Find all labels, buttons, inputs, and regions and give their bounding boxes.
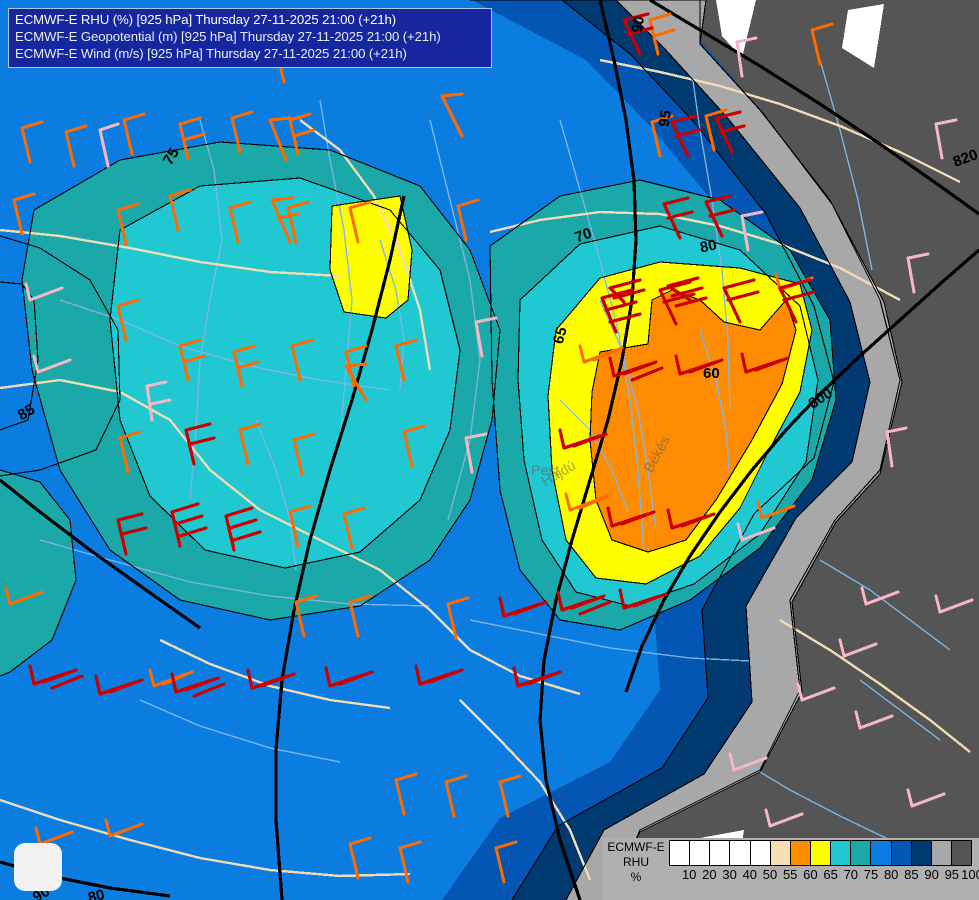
legend-tick-60: 60: [803, 867, 818, 882]
legend-color-bar: [669, 840, 972, 866]
legend-tick-30: 30: [722, 867, 737, 882]
legend-swatch-75: [851, 841, 872, 865]
legend-swatch-50: [750, 841, 771, 865]
legend-swatch-65: [810, 841, 832, 865]
legend-swatch-55: [770, 841, 791, 865]
rhu-color-legend: ECMWF-E RHU % 10 20 30 40 50 55 60 65 70 75 80 85 90…: [603, 838, 979, 900]
legend-tick-40: 40: [742, 867, 758, 882]
legend-swatch-40: [730, 841, 751, 865]
legend-swatch-30: [710, 841, 731, 865]
legend-body: 10 20 30 40 50 55 60 65 70 75 80 85 90 95100: [669, 838, 979, 887]
spiral-logo[interactable]: [14, 843, 62, 891]
legend-tick-20: 20: [702, 867, 717, 882]
legend-tick-70: 70: [843, 867, 859, 882]
legend-tick-55: 55: [782, 867, 798, 882]
legend-swatch-60: [790, 841, 811, 865]
legend-caption: ECMWF-E RHU %: [603, 838, 669, 885]
legend-variable-label: RHU: [623, 855, 649, 869]
legend-swatch-10: [670, 841, 691, 865]
legend-swatch-95: [931, 841, 952, 865]
legend-tick-85: 85: [904, 867, 919, 882]
legend-model-label: ECMWF-E: [607, 840, 665, 854]
legend-swatch-100: [951, 841, 972, 865]
legend-tick-80: 80: [883, 867, 899, 882]
title-line-rhu: ECMWF-E RHU (%) [925 hPa] Thursday 27-11…: [15, 12, 397, 27]
legend-swatch-90: [911, 841, 932, 865]
legend-tick-75: 75: [863, 867, 879, 882]
legend-tick-90: 90: [924, 867, 939, 882]
legend-swatch-70: [831, 841, 852, 865]
legend-swatch-80: [871, 841, 892, 865]
legend-tick-10: 10: [681, 867, 697, 882]
title-line-geopotential: ECMWF-E Geopotential (m) [925 hPa] Thurs…: [15, 28, 441, 44]
map-title-block: ECMWF-E RHU (%) [925 hPa] Thursday 27-11…: [8, 8, 492, 68]
legend-unit-label: %: [630, 870, 642, 884]
title-line-wind: ECMWF-E Wind (m/s) [925 hPa] Thursday 27…: [15, 45, 407, 61]
legend-tick-65: 65: [823, 867, 838, 882]
legend-swatch-20: [690, 841, 711, 865]
legend-swatch-85: [891, 841, 912, 865]
legend-tick-50: 50: [762, 867, 778, 882]
legend-tick-labels: 10 20 30 40 50 55 60 65 70 75 80 85 90 95100: [669, 867, 979, 887]
legend-tick-100: 100: [961, 867, 979, 882]
legend-tick-95: 95: [944, 867, 960, 882]
